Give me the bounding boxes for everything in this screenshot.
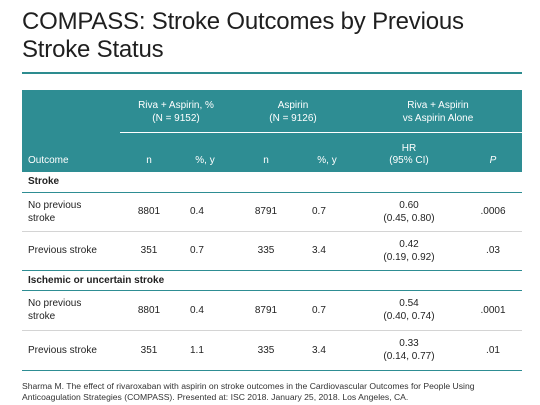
cell-hr: 0.33 (0.14, 0.77) [354, 330, 464, 371]
cell-aspirin-pct: 0.7 [300, 192, 354, 232]
row-outcome-name: No previous stroke [22, 192, 120, 232]
cell-aspirin-n: 335 [232, 231, 300, 271]
cell-riva-n: 8801 [120, 192, 178, 232]
cell-hr: 0.54 (0.40, 0.74) [354, 290, 464, 331]
group-header-comparison: Riva + Aspirin vs Aspirin Alone [354, 90, 523, 133]
cell-p-value: .0006 [464, 192, 523, 232]
group-header-aspirin: Aspirin (N = 9126) [232, 90, 354, 133]
col-header-riva-n: n [120, 132, 178, 172]
cell-aspirin-n: 8791 [232, 290, 300, 331]
title-divider [22, 72, 522, 74]
col-header-outcome: Outcome [22, 132, 120, 172]
col-header-hr: HR (95% CI) [354, 132, 464, 172]
cell-hr: 0.42 (0.19, 0.92) [354, 231, 464, 271]
cell-riva-n: 351 [120, 330, 178, 371]
row-outcome-name: No previous stroke [22, 290, 120, 331]
col-header-p: P [464, 132, 523, 172]
col-header-aspirin-n: n [232, 132, 300, 172]
group-header-riva: Riva + Aspirin, % (N = 9152) [120, 90, 232, 133]
section-row: Stroke [22, 172, 523, 193]
section-label: Stroke [22, 172, 523, 193]
cell-aspirin-pct: 3.4 [300, 231, 354, 271]
cell-p-value: .01 [464, 330, 523, 371]
group-header-row: Riva + Aspirin, % (N = 9152) Aspirin (N … [22, 90, 523, 133]
table-row: Previous stroke 351 0.7 335 3.4 0.42 (0.… [22, 231, 523, 271]
cell-riva-pct: 0.4 [178, 290, 232, 331]
stroke-outcomes-table: Riva + Aspirin, % (N = 9152) Aspirin (N … [22, 90, 523, 371]
cell-riva-n: 351 [120, 231, 178, 271]
col-header-riva-pct: %, y [178, 132, 232, 172]
group-header-empty [22, 90, 120, 132]
section-row: Ischemic or uncertain stroke [22, 270, 523, 291]
cell-aspirin-n: 335 [232, 330, 300, 371]
table-row: No previous stroke 8801 0.4 8791 0.7 0.6… [22, 192, 523, 232]
cell-riva-pct: 0.4 [178, 192, 232, 232]
cell-aspirin-pct: 0.7 [300, 290, 354, 331]
cell-p-value: .03 [464, 231, 523, 271]
row-outcome-name: Previous stroke [22, 330, 120, 371]
cell-riva-n: 8801 [120, 290, 178, 331]
cell-aspirin-pct: 3.4 [300, 330, 354, 371]
col-header-aspirin-pct: %, y [300, 132, 354, 172]
cell-riva-pct: 0.7 [178, 231, 232, 271]
cell-riva-pct: 1.1 [178, 330, 232, 371]
column-header-row: Outcome n %, y n %, y HR (95% CI) P [22, 132, 523, 172]
cell-p-value: .0001 [464, 290, 523, 331]
reference-footnote: Sharma M. The effect of rivaroxaban with… [22, 381, 475, 402]
table-row: Previous stroke 351 1.1 335 3.4 0.33 (0.… [22, 330, 523, 371]
section-label: Ischemic or uncertain stroke [22, 270, 523, 291]
slide-title: COMPASS: Stroke Outcomes by Previous Str… [22, 8, 464, 63]
row-outcome-name: Previous stroke [22, 231, 120, 271]
table-row: No previous stroke 8801 0.4 8791 0.7 0.5… [22, 290, 523, 331]
cell-hr: 0.60 (0.45, 0.80) [354, 192, 464, 232]
cell-aspirin-n: 8791 [232, 192, 300, 232]
